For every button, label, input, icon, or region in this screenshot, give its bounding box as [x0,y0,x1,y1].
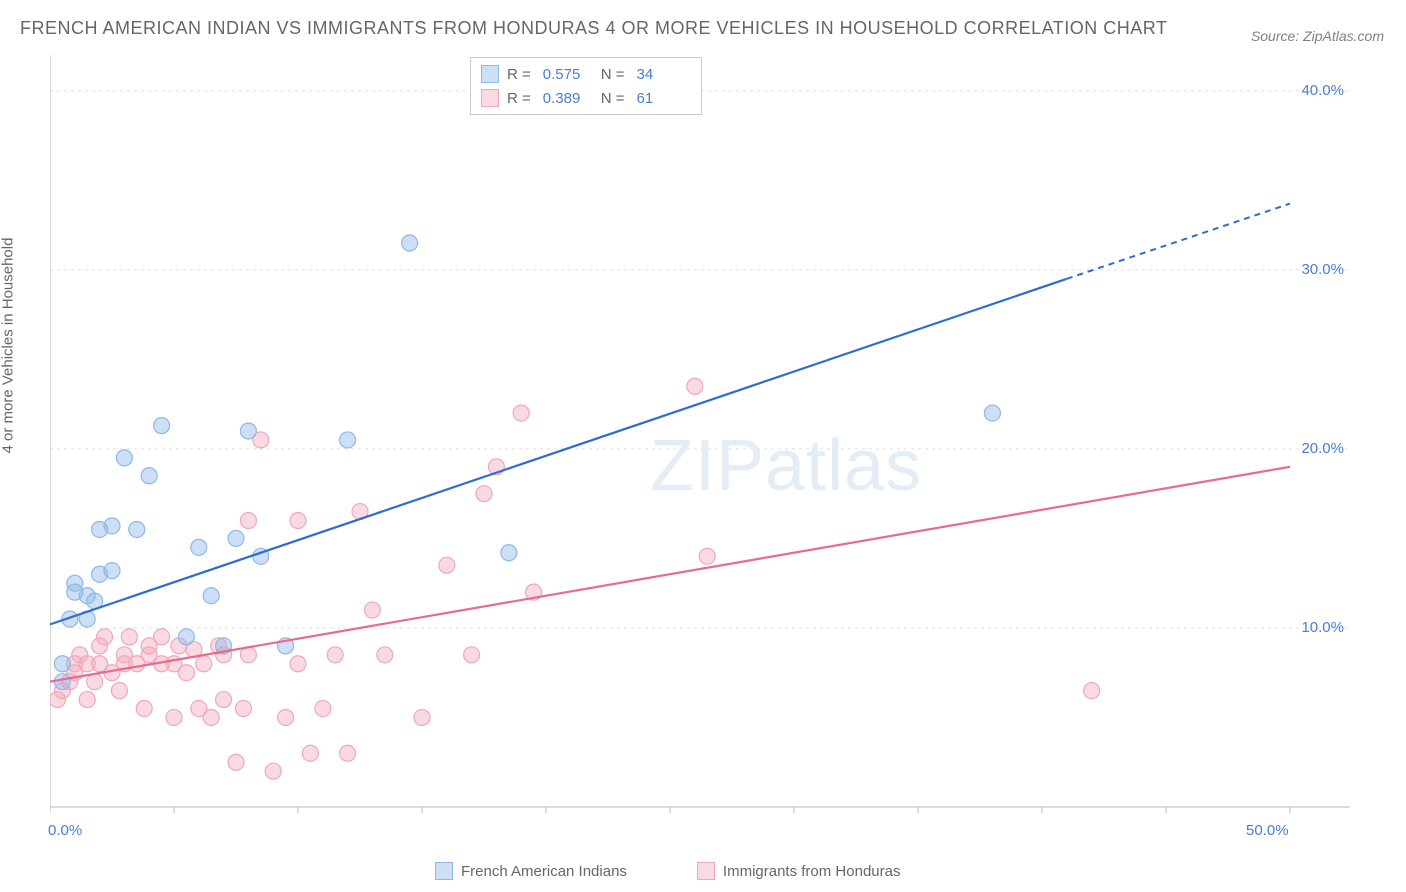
legend-n-label: N = [601,66,625,83]
watermark-atlas: atlas [765,426,922,506]
series2-name: Immigrants from Honduras [723,863,901,880]
series1-name: French American Indians [461,863,627,880]
legend-n-value-2: 61 [637,90,687,107]
legend-row-series2: R = 0.389 N = 61 [481,86,687,110]
legend-r-label: R = [507,90,531,107]
legend-row-series1: R = 0.575 N = 34 [481,62,687,86]
y-tick-label: 30.0% [1301,261,1344,278]
series-legend: French American Indians Immigrants from … [435,862,900,880]
correlation-legend: R = 0.575 N = 34 R = 0.389 N = 61 [470,57,702,115]
legend-n-label: N = [601,90,625,107]
chart-area: ZIPatlas R = 0.575 N = 34 R = 0.389 N = … [50,55,1350,837]
x-tick-label: 0.0% [48,822,82,839]
y-axis-label: 4 or more Vehicles in Household [0,238,17,454]
legend-n-value-1: 34 [637,66,687,83]
legend-r-label: R = [507,66,531,83]
watermark-zip: ZIP [650,426,765,506]
legend-r-value-1: 0.575 [543,66,593,83]
x-tick-label: 50.0% [1246,822,1289,839]
legend-item-series2: Immigrants from Honduras [697,862,901,880]
legend-swatch-series1 [481,65,499,83]
legend-item-series1: French American Indians [435,862,627,880]
legend-swatch-series2-b [697,862,715,880]
source-attribution: Source: ZipAtlas.com [1251,28,1384,44]
y-tick-label: 20.0% [1301,440,1344,457]
legend-swatch-series1-b [435,862,453,880]
y-tick-label: 10.0% [1301,619,1344,636]
legend-r-value-2: 0.389 [543,90,593,107]
y-tick-label: 40.0% [1301,82,1344,99]
watermark: ZIPatlas [650,425,922,507]
chart-title: FRENCH AMERICAN INDIAN VS IMMIGRANTS FRO… [20,18,1167,39]
legend-swatch-series2 [481,89,499,107]
